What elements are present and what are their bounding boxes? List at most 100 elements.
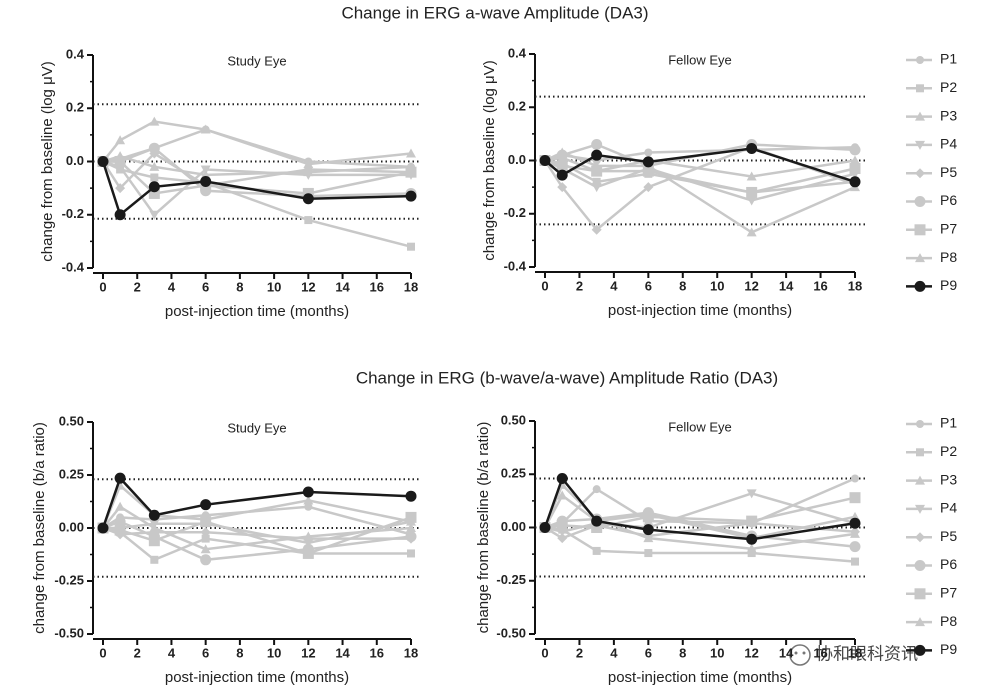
marker (115, 151, 126, 161)
series-line (543, 482, 856, 551)
marker (148, 509, 160, 521)
marker (115, 135, 126, 145)
y-axis-label: change from baseline (log μV) (39, 61, 56, 261)
marker (114, 209, 126, 221)
x-axis-label: post-injection time (months) (165, 303, 349, 320)
marker (149, 116, 160, 126)
marker (746, 543, 757, 553)
x-tick-label: 12 (744, 278, 758, 293)
panel-subtitle: Study Eye (227, 53, 286, 68)
x-tick-label: 4 (610, 645, 618, 660)
x-tick-label: 6 (645, 645, 652, 660)
marker (591, 515, 603, 527)
marker (916, 56, 924, 64)
x-tick-label: 14 (779, 278, 794, 293)
series (539, 473, 861, 545)
x-tick-label: 18 (848, 278, 862, 293)
marker (591, 183, 602, 193)
y-tick-label: 0.00 (501, 519, 526, 534)
marker (849, 492, 861, 504)
marker (557, 490, 568, 500)
x-tick-label: 12 (301, 279, 315, 294)
marker (849, 541, 861, 553)
x-tick-label: 2 (576, 278, 583, 293)
marker (850, 155, 860, 165)
marker (557, 182, 568, 193)
marker (557, 533, 568, 544)
marker (200, 544, 211, 554)
marker (591, 224, 602, 235)
y-tick-label: -0.50 (54, 625, 84, 640)
marker (642, 511, 654, 523)
marker (644, 549, 653, 558)
marker (405, 530, 417, 542)
marker (746, 489, 757, 499)
y-tick-label: 0.25 (59, 466, 84, 481)
panel-subtitle: Study Eye (227, 420, 286, 435)
marker (915, 504, 925, 514)
watermark-icon (789, 644, 811, 666)
x-tick-label: 16 (813, 278, 827, 293)
x-tick-label: 10 (267, 279, 281, 294)
marker (407, 242, 415, 251)
x-tick-label: 4 (168, 645, 176, 660)
legend-label: P9 (940, 277, 957, 293)
marker (149, 210, 160, 220)
marker (643, 182, 654, 193)
marker (407, 549, 415, 558)
marker (916, 84, 924, 93)
series (539, 143, 861, 188)
x-tick-label: 4 (168, 279, 176, 294)
marker (304, 502, 313, 511)
x-tick-label: 14 (335, 645, 350, 660)
marker (849, 144, 861, 156)
x-tick-label: 10 (710, 645, 724, 660)
marker (303, 159, 314, 169)
x-tick-label: 16 (370, 279, 384, 294)
marker (916, 420, 924, 428)
marker (150, 173, 159, 182)
watermark: 协和眼科资讯 (816, 644, 918, 663)
marker (642, 156, 654, 168)
legend-label: P1 (940, 51, 957, 67)
marker (914, 644, 926, 656)
marker (200, 175, 212, 187)
marker (746, 143, 758, 155)
marker (643, 533, 654, 543)
legend-label: P7 (940, 221, 957, 237)
y-tick-label: 0.0 (508, 152, 526, 167)
y-tick-label: -0.2 (504, 205, 526, 220)
x-tick-label: 2 (134, 279, 141, 294)
marker (148, 187, 160, 199)
marker (405, 511, 417, 523)
x-axis-label: post-injection time (months) (608, 302, 792, 319)
marker (405, 166, 417, 178)
y-axis-label: change from baseline (log μV) (481, 60, 498, 260)
x-tick-label: 4 (610, 278, 618, 293)
marker (591, 160, 602, 170)
legend-label: P1 (940, 415, 957, 431)
marker (556, 519, 568, 531)
marker (149, 523, 160, 532)
marker (148, 535, 160, 547)
series-line (544, 151, 856, 234)
marker (747, 549, 756, 558)
marker (592, 485, 601, 494)
marker (115, 183, 126, 194)
y-tick-label: 0.2 (508, 99, 526, 114)
legend-label: P2 (940, 79, 957, 95)
marker (114, 156, 126, 167)
x-axis-label: post-injection time (months) (165, 669, 349, 686)
marker (591, 165, 603, 177)
legend-label: P8 (940, 613, 957, 629)
marker (539, 155, 551, 166)
marker (591, 149, 603, 161)
x-tick-label: 18 (404, 279, 418, 294)
marker (200, 169, 211, 179)
y-axis-label: change from baseline (b/a ratio) (31, 422, 48, 634)
marker (557, 147, 568, 157)
x-tick-label: 0 (99, 279, 106, 294)
marker (915, 617, 925, 627)
x-tick-label: 6 (645, 278, 652, 293)
series (98, 116, 416, 169)
